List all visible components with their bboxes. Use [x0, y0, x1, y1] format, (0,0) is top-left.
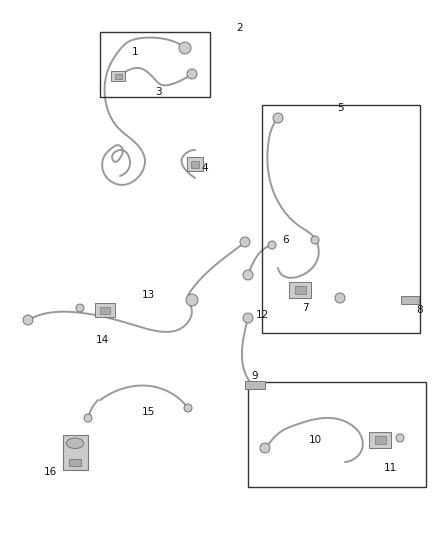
Text: 6: 6	[283, 235, 290, 245]
Circle shape	[243, 313, 253, 323]
Text: 12: 12	[255, 310, 268, 320]
Bar	[245, 381, 265, 389]
Text: 15: 15	[141, 407, 155, 417]
Bar	[95, 303, 115, 317]
Text: 5: 5	[337, 103, 343, 113]
Circle shape	[84, 414, 92, 422]
Text: 11: 11	[383, 463, 397, 473]
Text: 9: 9	[252, 371, 258, 381]
Text: 8: 8	[417, 305, 423, 315]
Bar	[191, 160, 199, 167]
Bar	[100, 306, 110, 313]
Circle shape	[184, 404, 192, 412]
Text: 3: 3	[155, 87, 161, 97]
Bar	[248, 382, 426, 487]
Bar	[262, 105, 420, 333]
Circle shape	[260, 443, 270, 453]
Circle shape	[243, 270, 253, 280]
Bar	[374, 436, 385, 444]
Bar	[401, 296, 419, 304]
Bar	[69, 459, 81, 466]
Circle shape	[273, 113, 283, 123]
Circle shape	[396, 434, 404, 442]
Circle shape	[311, 236, 319, 244]
Circle shape	[268, 241, 276, 249]
Bar	[63, 434, 88, 470]
Bar	[100, 32, 210, 97]
Circle shape	[187, 69, 197, 79]
Bar	[187, 157, 203, 171]
Bar	[369, 432, 391, 448]
Text: 10: 10	[308, 435, 321, 445]
Text: 4: 4	[201, 163, 208, 173]
Circle shape	[76, 304, 84, 312]
Bar	[111, 71, 125, 81]
Circle shape	[335, 293, 345, 303]
Circle shape	[186, 294, 198, 306]
Text: 1: 1	[132, 47, 138, 57]
Text: 14: 14	[95, 335, 109, 345]
Circle shape	[23, 315, 33, 325]
Bar	[114, 74, 121, 78]
Text: 13: 13	[141, 290, 155, 300]
Text: 2: 2	[237, 23, 244, 33]
Text: 16: 16	[43, 467, 57, 477]
Circle shape	[179, 42, 191, 54]
Bar	[289, 282, 311, 298]
Ellipse shape	[66, 438, 84, 448]
Bar	[294, 286, 305, 294]
Circle shape	[240, 237, 250, 247]
Text: 7: 7	[302, 303, 308, 313]
